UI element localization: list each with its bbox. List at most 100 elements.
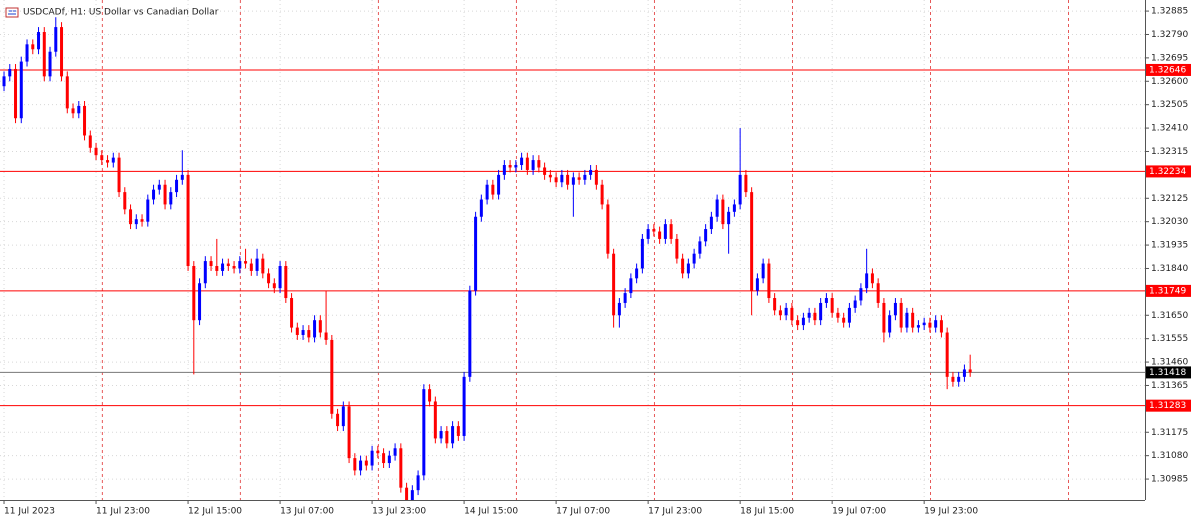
candle-body — [474, 216, 478, 291]
candle-body — [123, 192, 127, 210]
candle-body — [612, 253, 616, 316]
candle-body — [8, 68, 12, 77]
candle-body — [290, 298, 294, 328]
x-tick-label: 11 Jul 2023 — [4, 507, 55, 517]
candle-body — [77, 105, 81, 114]
y-tick-label: 1.31460 — [1151, 358, 1188, 368]
candle-body — [686, 263, 690, 274]
candle-body — [537, 160, 541, 168]
y-tick-label: 1.32505 — [1151, 100, 1188, 110]
x-tick-label: 13 Jul 07:00 — [280, 507, 334, 517]
candle-body — [451, 426, 455, 444]
candle-body — [65, 76, 69, 109]
candle-body — [721, 199, 725, 225]
candle-body — [813, 312, 817, 321]
candle-body — [198, 283, 202, 321]
candle-body — [244, 261, 248, 264]
candle-body — [111, 157, 115, 163]
candle-body — [773, 298, 777, 311]
candle-body — [847, 307, 851, 323]
y-tick-label: 1.31555 — [1151, 334, 1188, 344]
candle-body — [543, 167, 547, 175]
candle-body — [767, 263, 771, 299]
candle-body — [330, 339, 334, 414]
price-tag — [1146, 366, 1191, 379]
candle-body — [226, 263, 230, 267]
candle-body — [422, 389, 426, 476]
x-tick-label: 12 Jul 15:00 — [188, 507, 242, 517]
price-tag-label: 1.31749 — [1149, 286, 1186, 296]
candle-body — [790, 307, 794, 321]
candle-body — [560, 174, 564, 183]
candle-body — [945, 332, 949, 377]
candle-body — [180, 174, 184, 180]
candle-body — [25, 44, 29, 62]
candle-body — [709, 216, 713, 230]
candle-body — [796, 320, 800, 326]
candle-body — [313, 320, 317, 338]
price-tag-label: 1.31283 — [1149, 401, 1186, 411]
candle-body — [853, 300, 857, 308]
candle-body — [284, 266, 288, 299]
candle-body — [399, 448, 403, 488]
candle-body — [698, 241, 702, 254]
separator-layer — [101, 0, 1069, 500]
candle-body — [571, 177, 575, 185]
candle-body — [364, 460, 368, 466]
candle-body — [387, 455, 391, 464]
price-tag — [1146, 63, 1191, 76]
candle-body — [336, 413, 340, 427]
candle-body — [157, 184, 161, 190]
chart-icon — [5, 7, 19, 18]
candle-body — [922, 322, 926, 326]
price-tag — [1146, 399, 1191, 412]
candle-body — [732, 204, 736, 212]
candle-body — [819, 302, 823, 321]
candle-body — [566, 174, 570, 185]
candle-body — [88, 135, 92, 148]
candle-body — [382, 453, 386, 464]
candle-body — [750, 192, 754, 291]
candle-body — [623, 293, 627, 303]
candle-body — [48, 51, 52, 77]
candle-body — [865, 273, 869, 289]
y-tick-label: 1.31840 — [1151, 264, 1188, 274]
candle-body — [727, 211, 731, 225]
candle-body — [152, 189, 156, 200]
candle-body — [870, 273, 874, 284]
x-tick-label: 13 Jul 23:00 — [372, 507, 426, 517]
candle-body — [405, 487, 409, 500]
x-tick-label: 11 Jul 23:00 — [96, 507, 150, 517]
candle-body — [295, 327, 299, 335]
y-tick-label: 1.32030 — [1151, 217, 1188, 227]
candle-body — [301, 330, 305, 335]
candle-body — [485, 184, 489, 200]
candle-body — [784, 307, 788, 316]
candle-body — [836, 312, 840, 318]
candle-body — [106, 160, 110, 163]
y-tick-label: 1.32410 — [1151, 124, 1188, 134]
candle-body — [232, 266, 236, 269]
candle-body — [376, 450, 380, 454]
candle-body — [554, 177, 558, 183]
candle-body — [548, 174, 552, 178]
candle-body — [428, 389, 432, 402]
y-tick-label: 1.31365 — [1151, 381, 1188, 391]
candle-body — [801, 317, 805, 326]
candle-body — [347, 406, 351, 459]
candle-body — [163, 184, 167, 205]
candle-body — [842, 317, 846, 323]
candle-body — [393, 448, 397, 456]
x-tick-label: 17 Jul 07:00 — [556, 507, 610, 517]
candle-body — [882, 302, 886, 333]
candle-body — [531, 160, 535, 170]
time-axis-bg — [0, 500, 1145, 521]
price-tag-label: 1.32646 — [1149, 65, 1186, 75]
y-tick-label: 1.32315 — [1151, 147, 1188, 157]
candle-body — [520, 157, 524, 166]
candle-body — [215, 266, 219, 271]
candle-body — [744, 174, 748, 193]
y-tick-label: 1.31080 — [1151, 451, 1188, 461]
grid-layer — [0, 0, 1145, 500]
